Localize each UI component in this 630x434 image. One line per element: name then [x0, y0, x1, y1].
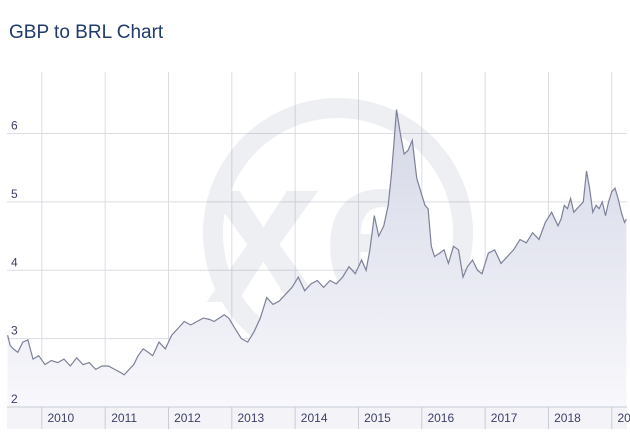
x-tick-label: 2011	[111, 411, 137, 425]
x-tick-label: 2018	[554, 411, 581, 425]
x-tick-label: 2012	[174, 411, 201, 425]
y-axis: 2 3 4 5 6	[11, 119, 18, 406]
y-tick-label: 4	[11, 255, 18, 269]
series-line	[7, 109, 627, 376]
x-tick-label: 2014	[301, 411, 328, 425]
page-title: GBP to BRL Chart	[9, 22, 164, 43]
x-tick-label: 2010	[47, 411, 74, 425]
y-tick-label: 2	[11, 392, 18, 406]
y-tick-label: 6	[11, 119, 18, 133]
y-tick-label: 3	[11, 324, 18, 338]
x-tick-label: 2016	[427, 411, 454, 425]
y-tick-label: 5	[11, 187, 18, 201]
x-tick-label: 2013	[237, 411, 264, 425]
x-tick-label: 2019	[617, 411, 630, 425]
area-fill	[7, 109, 627, 407]
x-axis-band	[7, 407, 627, 429]
x-tick-label: 2017	[491, 411, 518, 425]
x-axis: 2010 2011 2012 2013 2014 2015 2016 2017 2018 2019	[41, 407, 630, 429]
x-tick-label: 2015	[364, 411, 391, 425]
